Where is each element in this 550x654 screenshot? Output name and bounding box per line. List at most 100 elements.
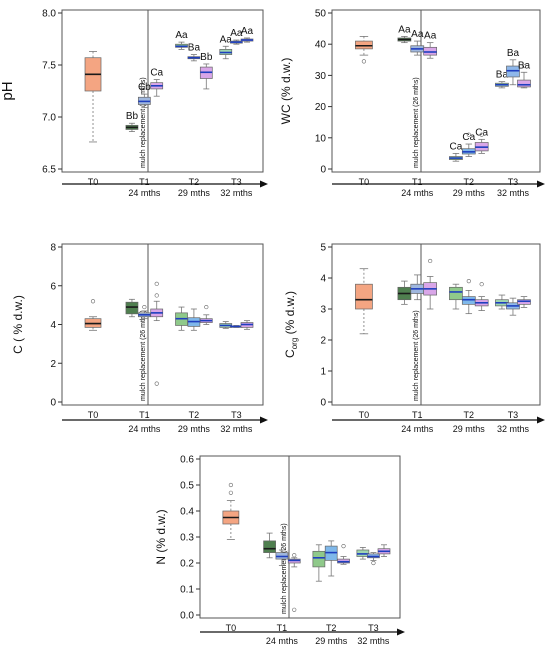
box-T3: Ba bbox=[506, 48, 520, 86]
timeline-label: 32 mths bbox=[220, 424, 253, 434]
y-tick-label: 8 bbox=[50, 243, 56, 254]
box-T1 bbox=[397, 280, 412, 305]
significance-label: Ca bbox=[450, 141, 463, 152]
x-tick-label: T1 bbox=[412, 177, 423, 187]
box-T2 bbox=[199, 314, 213, 325]
box-T3: Aa bbox=[230, 28, 243, 45]
timeline-label: 29 mths bbox=[178, 188, 211, 198]
significance-label: Ba bbox=[518, 60, 531, 71]
box-T1 bbox=[410, 274, 425, 301]
y-tick-label: 2 bbox=[320, 336, 326, 347]
box-T2 bbox=[337, 556, 350, 565]
panel-c: 0 2 4 6 8 C ( % d.w.) mulch replacement (26 mt… bbox=[11, 243, 268, 434]
y-axis-label: WC (% d.w.) bbox=[279, 58, 293, 125]
y-tick-label: 40 bbox=[315, 40, 327, 51]
box-T1: Ca bbox=[150, 68, 164, 97]
y-tick-label: 0 bbox=[320, 165, 326, 176]
y-tick-label: 0.5 bbox=[180, 481, 194, 492]
box-T2 bbox=[324, 540, 338, 577]
y-tick-label: 0 bbox=[320, 398, 326, 409]
outlier-point bbox=[292, 607, 297, 612]
outlier-point bbox=[466, 132, 471, 137]
y-axis-label: pH bbox=[0, 81, 16, 100]
outlier-point bbox=[466, 279, 471, 284]
y-tick-label: 0.2 bbox=[180, 559, 194, 570]
x-tick-label: T0 bbox=[359, 177, 370, 187]
significance-label: Aa bbox=[230, 28, 243, 39]
box-T0 bbox=[84, 316, 102, 331]
box-T3 bbox=[240, 320, 254, 330]
box-T1 bbox=[150, 300, 164, 322]
timeline-label: 32 mths bbox=[497, 424, 530, 434]
box-T3 bbox=[517, 296, 531, 308]
x-tick-label: T2 bbox=[464, 410, 475, 420]
y-tick-label: 0.0 bbox=[180, 611, 194, 622]
mulch-replacement-label: mulch replacement (26 mths) bbox=[413, 310, 420, 401]
box-T3 bbox=[377, 544, 391, 557]
outlier-point bbox=[521, 63, 527, 69]
box-T2: Aa bbox=[175, 30, 188, 50]
significance-label: Ca bbox=[150, 68, 163, 79]
box-T2: Ca bbox=[449, 141, 463, 162]
timeline-label: 29 mths bbox=[178, 424, 211, 434]
box-T1: Aa bbox=[397, 24, 412, 44]
panel-ph: 6.5 7.0 7.5 8.0 pH mulch replacement (26 mths… bbox=[0, 9, 268, 198]
significance-label: Cb bbox=[138, 82, 151, 93]
box-T2 bbox=[474, 296, 489, 311]
y-tick-label: 30 bbox=[315, 71, 327, 82]
mulch-replacement-label: mulch replacement (26 mths) bbox=[140, 77, 147, 168]
box-T1: Aa bbox=[410, 29, 425, 56]
plot-frame bbox=[199, 455, 401, 619]
box-iqr bbox=[125, 301, 139, 315]
box-T3 bbox=[506, 297, 520, 316]
box-T1: Aa bbox=[423, 31, 438, 59]
outlier-point bbox=[428, 258, 433, 264]
panel-wc: 0 10 20 30 40 50 WC (% d.w.) mulch replacement … bbox=[279, 9, 545, 198]
outlier-point bbox=[479, 282, 484, 287]
significance-label: Aa bbox=[220, 34, 233, 45]
box-T1 bbox=[263, 532, 276, 559]
y-tick-label: 4 bbox=[320, 274, 326, 285]
panel-corg: 0 1 2 3 4 5 Corg (% d.w.) mulch replacement (26… bbox=[283, 243, 545, 434]
significance-label: Ba bbox=[188, 43, 201, 54]
x-tick-label: T3 bbox=[231, 177, 242, 187]
mulch-replacement-label: mulch replacement (26 mths) bbox=[140, 310, 147, 401]
timeline-arrowhead bbox=[537, 416, 545, 424]
outlier-point bbox=[154, 381, 159, 386]
box-T3: Aa bbox=[219, 34, 233, 60]
outlier-point bbox=[341, 543, 346, 549]
y-tick-label: 8.0 bbox=[42, 9, 56, 20]
outlier-point bbox=[371, 560, 376, 566]
box-T2 bbox=[312, 544, 326, 582]
outlier-point bbox=[90, 299, 96, 304]
box-T3 bbox=[367, 552, 380, 561]
timeline-label: 24 mths bbox=[401, 188, 434, 198]
plot-frame bbox=[331, 9, 541, 173]
x-tick-label: T2 bbox=[326, 623, 337, 633]
box-T3: Aa bbox=[240, 26, 254, 43]
outlier-point bbox=[154, 293, 159, 298]
y-tick-label: 0 bbox=[50, 398, 56, 409]
significance-label: Aa bbox=[424, 31, 437, 42]
box-T3: Ba bbox=[495, 70, 509, 89]
x-tick-label: T2 bbox=[189, 177, 200, 187]
y-tick-label: 2 bbox=[50, 359, 56, 370]
box-iqr bbox=[355, 283, 373, 310]
x-tick-label: T0 bbox=[226, 623, 237, 633]
box-T0 bbox=[84, 51, 102, 143]
significance-label: Aa bbox=[411, 29, 424, 40]
box-iqr bbox=[263, 540, 276, 553]
x-tick-label: T2 bbox=[189, 410, 200, 420]
box-T3: Ba bbox=[517, 60, 531, 89]
box-T0 bbox=[222, 500, 240, 540]
x-tick-label: T3 bbox=[508, 177, 519, 187]
x-tick-label: T3 bbox=[368, 623, 379, 633]
box-T0 bbox=[355, 268, 373, 335]
outlier-point bbox=[361, 59, 367, 64]
x-tick-label: T1 bbox=[139, 410, 150, 420]
box-T1: Bb bbox=[125, 111, 139, 132]
y-axis-label: N (% d.w.) bbox=[154, 509, 168, 564]
x-tick-label: T1 bbox=[277, 623, 288, 633]
x-tick-label: T0 bbox=[359, 410, 370, 420]
